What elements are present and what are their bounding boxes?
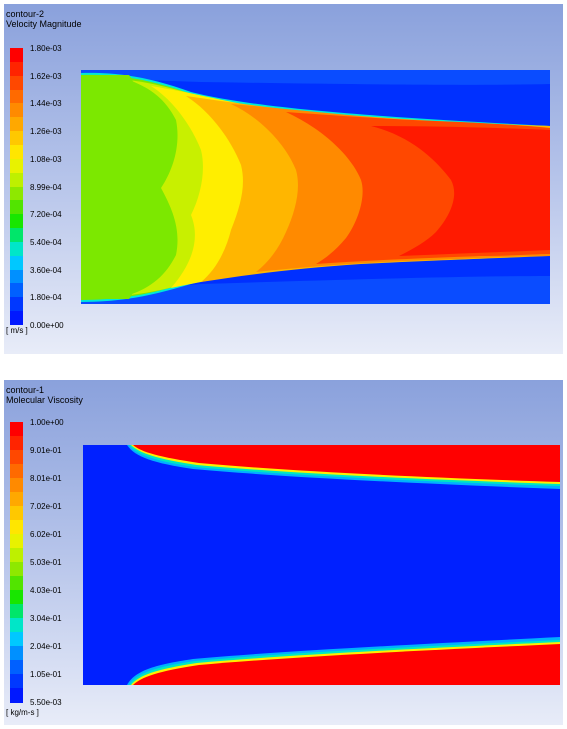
- colorbar-tick-label: 1.80e-04: [30, 293, 62, 303]
- colorbar-tick-label: 1.44e-03: [30, 99, 62, 109]
- colorbar-band: [10, 478, 23, 493]
- colorbar-band: [10, 48, 23, 63]
- colorbar-tick-label: 1.00e+00: [30, 418, 64, 427]
- colorbar-band: [10, 131, 23, 146]
- colorbar-tick-label: 1.08e-03: [30, 154, 62, 164]
- contour-variable: Velocity Magnitude: [6, 19, 82, 29]
- colorbar-band: [10, 688, 23, 703]
- colorbar-band: [10, 241, 23, 257]
- contour-variable: Molecular Viscosity: [6, 395, 83, 405]
- upper-sky-band: [81, 70, 550, 85]
- colorbar-tick-label: 7.20e-04: [30, 210, 62, 220]
- colorbar-tick-label: 0.00e+00: [30, 321, 64, 330]
- colorbar-band: [10, 674, 23, 689]
- viscosity-unit-label: [ kg/m-s ]: [6, 708, 39, 717]
- colorbar-tick-label: 4.03e-01: [30, 586, 62, 595]
- contour-title-block: contour-1 Molecular Viscosity: [6, 385, 83, 405]
- velocity-unit-label: [ m/s ]: [6, 326, 28, 335]
- colorbar-tick-label: 2.04e-01: [30, 642, 62, 651]
- colorbar-band: [10, 144, 23, 160]
- colorbar-tick-label: 5.50e-03: [30, 698, 62, 707]
- colorbar-band: [10, 450, 23, 465]
- colorbar-tick-label: 1.80e-03: [30, 44, 62, 53]
- colorbar-band: [10, 117, 23, 132]
- colorbar-band: [10, 103, 23, 118]
- viscosity-contour-field: [83, 445, 560, 685]
- colorbar-tick-label: 5.03e-01: [30, 558, 62, 567]
- colorbar-tick-label: 8.99e-04: [30, 182, 62, 192]
- colorbar-band: [10, 506, 23, 521]
- colorbar-band: [10, 75, 23, 91]
- colorbar-band: [10, 186, 23, 201]
- colorbar-band: [10, 548, 23, 563]
- contour-name: contour-2: [6, 9, 45, 19]
- colorbar-band: [10, 604, 23, 619]
- colorbar-tick-label: 1.62e-03: [30, 71, 62, 81]
- colorbar-tick-label: 3.60e-04: [30, 265, 62, 275]
- jet-red-core: [371, 126, 550, 256]
- lower-sky-band: [81, 276, 550, 304]
- colorbar-band: [10, 632, 23, 647]
- upper-high-viscosity: [133, 445, 560, 482]
- inlet-plug-flow: [81, 75, 142, 299]
- colorbar-band: [10, 61, 23, 77]
- colorbar-band: [10, 158, 23, 174]
- colorbar-band: [10, 283, 23, 298]
- velocity-contour-field: [81, 70, 550, 304]
- velocity-contour-panel: contour-2 Velocity Magnitude 1.80e-03 1.6…: [4, 4, 563, 354]
- colorbar-band: [10, 646, 23, 661]
- colorbar-band: [10, 492, 23, 507]
- viscosity-colorbar: [10, 422, 23, 703]
- colorbar-band: [10, 660, 23, 675]
- colorbar-band: [10, 311, 23, 326]
- colorbar-tick-label: 3.04e-01: [30, 614, 62, 623]
- colorbar-band: [10, 200, 23, 215]
- colorbar-band: [10, 618, 23, 633]
- colorbar-tick-label: 5.40e-04: [30, 237, 62, 247]
- colorbar-band: [10, 255, 23, 271]
- colorbar-band: [10, 269, 23, 284]
- lower-high-viscosity: [133, 644, 560, 685]
- colorbar-band: [10, 436, 23, 451]
- colorbar-tick-label: 7.02e-01: [30, 502, 62, 511]
- viscosity-contour-panel: contour-1 Molecular Viscosity 1.00e+00 9.…: [4, 380, 563, 725]
- colorbar-tick-label: 1.05e-01: [30, 670, 62, 679]
- colorbar-tick-label: 9.01e-01: [30, 446, 62, 455]
- velocity-colorbar: [10, 48, 23, 326]
- colorbar-band: [10, 534, 23, 549]
- colorbar-band: [10, 297, 23, 312]
- colorbar-tick-label: 1.26e-03: [30, 127, 62, 137]
- colorbar-band: [10, 228, 23, 243]
- colorbar-band: [10, 172, 23, 187]
- colorbar-band: [10, 422, 23, 437]
- colorbar-band: [10, 89, 23, 104]
- colorbar-band: [10, 214, 23, 229]
- colorbar-tick-label: 6.02e-01: [30, 530, 62, 539]
- colorbar-band: [10, 464, 23, 479]
- contour-name: contour-1: [6, 385, 45, 395]
- colorbar-band: [10, 576, 23, 591]
- colorbar-band: [10, 562, 23, 577]
- colorbar-band: [10, 520, 23, 535]
- colorbar-tick-label: 8.01e-01: [30, 474, 62, 483]
- colorbar-band: [10, 590, 23, 605]
- contour-title-block: contour-2 Velocity Magnitude: [6, 9, 82, 29]
